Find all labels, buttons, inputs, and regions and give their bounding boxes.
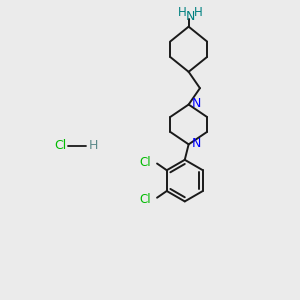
Text: Cl: Cl [140,193,151,206]
Text: Cl: Cl [140,155,151,169]
Text: N: N [185,10,195,23]
Text: N: N [192,137,202,150]
Text: H: H [89,139,98,152]
Text: H: H [178,6,187,19]
Text: H: H [194,6,203,19]
Text: N: N [192,98,202,110]
Text: Cl: Cl [55,139,67,152]
